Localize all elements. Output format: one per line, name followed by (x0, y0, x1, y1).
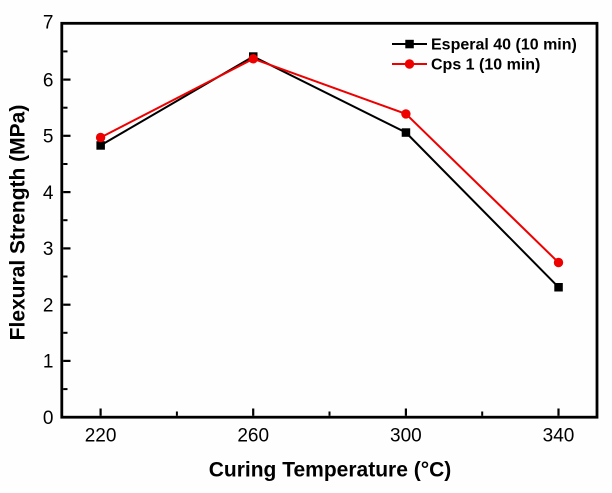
svg-text:1: 1 (43, 352, 54, 373)
svg-text:Esperal 40 (10 min): Esperal 40 (10 min) (431, 37, 577, 54)
svg-text:0: 0 (43, 408, 54, 429)
svg-text:Curing Temperature (°C): Curing Temperature (°C) (209, 459, 452, 482)
svg-text:4: 4 (43, 183, 54, 204)
svg-text:5: 5 (43, 127, 54, 148)
svg-text:2: 2 (43, 296, 54, 317)
svg-text:300: 300 (390, 426, 422, 447)
svg-text:220: 220 (85, 426, 117, 447)
svg-text:6: 6 (43, 70, 54, 91)
svg-text:3: 3 (43, 239, 54, 260)
svg-text:Flexural Strength (MPa): Flexural Strength (MPa) (7, 105, 30, 341)
svg-text:340: 340 (543, 426, 575, 447)
svg-text:260: 260 (237, 426, 269, 447)
svg-text:Cps 1 (10 min): Cps 1 (10 min) (431, 57, 540, 74)
svg-text:7: 7 (43, 13, 54, 34)
